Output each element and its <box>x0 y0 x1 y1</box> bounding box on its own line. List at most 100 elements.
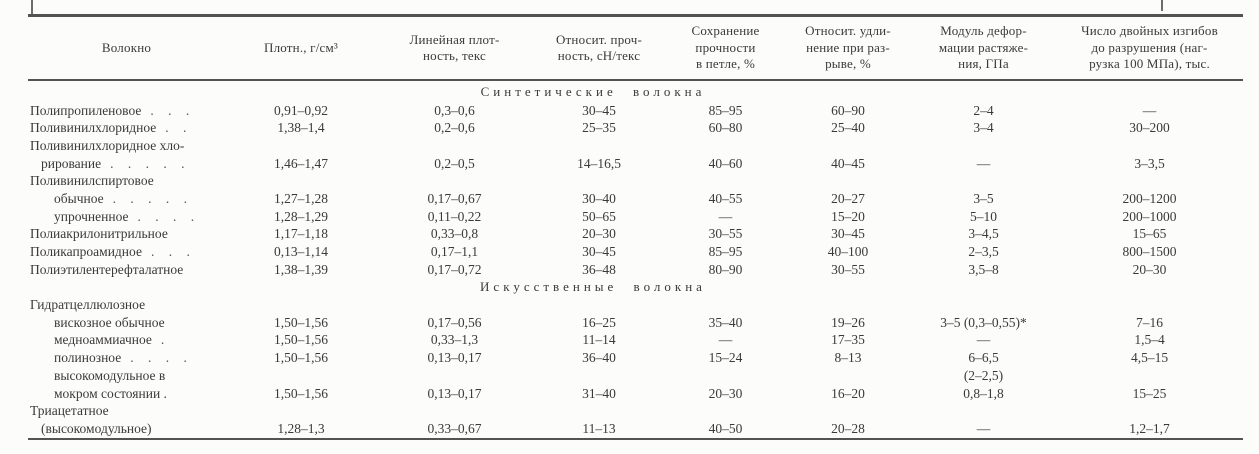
table-row: Поливинилхлоридное . . 1,38–1,4 0,2–0,6 25–3… <box>28 119 1243 137</box>
dot-leader: . . . . . <box>112 190 188 206</box>
value-cell: 11–14 <box>582 332 616 348</box>
value-cell: 36–48 <box>582 261 616 277</box>
dot-leader: . . . . . <box>110 155 186 171</box>
dot-leader: . . . <box>150 102 191 118</box>
value-cell: 20–27 <box>831 190 865 206</box>
value-cell: 30–45 <box>582 102 616 118</box>
dot-leader: . . <box>165 120 188 136</box>
table-row: Гидратцеллюлозное <box>28 296 1243 314</box>
value-cell: 8–13 <box>834 350 862 366</box>
fiber-name-label: упрочненное <box>54 208 129 224</box>
value-cell: 11–13 <box>582 420 616 436</box>
table-row: Полиакрилонитрильное 1,17–1,18 0,33–0,8 20–… <box>28 226 1243 244</box>
value-cell: 1,50–1,56 <box>274 385 328 401</box>
value-cell: 1,28–1,29 <box>274 208 328 224</box>
fiber-name-cell: упрочненное . . . . <box>28 209 225 225</box>
fiber-name-label: Поливинилспиртовое <box>30 173 154 189</box>
value-cell: 20–28 <box>831 420 865 436</box>
value-cell: 0,17–0,56 <box>427 314 482 330</box>
value-cell: 40–100 <box>827 244 869 260</box>
fiber-name-label: Полипропиленовое <box>30 102 142 118</box>
value-cell: 25–35 <box>582 120 616 136</box>
value-cell: 85–95 <box>708 102 743 118</box>
value-cell: 1,50–1,56 <box>274 314 328 330</box>
value-cell: 60–80 <box>708 120 743 136</box>
value-cell: 14–16,5 <box>577 155 621 171</box>
value-cell: 30–55 <box>708 226 743 242</box>
fiber-name-cell: Поливинилхлоридное . . <box>28 120 225 136</box>
fiber-name-label: Поливинилхлоридное хло- <box>30 137 185 153</box>
value-cell: — <box>976 332 991 348</box>
fiber-name-label: высокомодульное в <box>54 367 166 383</box>
fiber-name-cell: Полипропиленовое . . . <box>28 103 225 119</box>
value-cell: 30–45 <box>831 226 865 242</box>
table-top-rule <box>28 14 1243 17</box>
column-header-density: Плотн., г/см³ <box>263 39 339 55</box>
value-cell: 0,33–0,67 <box>427 420 482 436</box>
value-cell: 30–200 <box>1129 120 1170 136</box>
fiber-name-label: полинозное <box>54 350 122 366</box>
value-cell: 40–45 <box>831 155 865 171</box>
table-row: Поликапроамидное . . . 0,13–1,14 0,17–1,1 30… <box>28 243 1243 261</box>
fiber-name-cell: Гидратцеллюлозное <box>28 297 225 313</box>
value-cell: (2–2,5) <box>963 367 1004 383</box>
value-cell: — <box>1142 102 1157 118</box>
fiber-name-cell: Полиакрилонитрильное <box>28 226 225 242</box>
value-cell: 30–40 <box>582 190 616 206</box>
fiber-name-cell: Полиэтилентерефталатное <box>28 262 225 278</box>
value-cell: 0,91–0,92 <box>274 102 328 118</box>
value-cell: 40–50 <box>708 420 743 436</box>
fiber-name-label: вискозное обычное <box>54 314 165 330</box>
value-cell: 0,33–1,3 <box>430 332 479 348</box>
value-cell: 3–4 <box>973 120 994 136</box>
value-cell: 20–30 <box>582 226 616 242</box>
fiber-name-cell: Поливинилхлоридное хло- <box>28 138 225 154</box>
value-cell: 0,3–0,6 <box>434 102 475 118</box>
table-row: высокомодульное в (2–2,5) <box>28 367 1243 385</box>
value-cell: 1,50–1,56 <box>274 350 328 366</box>
page-edge-mark-left <box>31 0 33 14</box>
section-heading: Искусственные волокна <box>28 279 1243 297</box>
fiber-name-label: мокром состоянии . <box>54 385 167 401</box>
column-header-elongation-at-break: Относит. удли- нение при раз- рыве, % <box>805 23 891 72</box>
value-cell: 20–30 <box>1132 261 1167 277</box>
fiber-name-label: обычное <box>54 190 104 206</box>
value-cell: — <box>976 155 991 171</box>
table-row: обычное . . . . . 1,27–1,28 0,17–0,67 30–40 4… <box>28 190 1243 208</box>
value-cell: 3–5 <box>973 190 994 206</box>
fiber-name-label: Триацетатное <box>30 403 109 419</box>
value-cell: 19–26 <box>831 314 865 330</box>
table-row: мокром состоянии . 1,50–1,56 0,13–0,17 31–4… <box>28 385 1243 403</box>
column-header-tenacity: Относит. проч- ность, сН/текс <box>555 31 643 64</box>
table-row: упрочненное . . . . 1,28–1,29 0,11–0,22 50–6… <box>28 208 1243 226</box>
value-cell: — <box>718 208 733 224</box>
value-cell: 15–20 <box>831 208 865 224</box>
dot-leader: . . . . <box>137 208 196 224</box>
value-cell: 30–55 <box>831 261 865 277</box>
value-cell: 1,27–1,28 <box>274 190 328 206</box>
table-row: Поливинилхлоридное хло- <box>28 137 1243 155</box>
value-cell: 85–95 <box>708 244 743 260</box>
value-cell: 30–45 <box>582 244 616 260</box>
value-cell: 3–4,5 <box>968 226 999 242</box>
fiber-name-label: рирование <box>41 155 102 171</box>
value-cell: — <box>976 420 991 436</box>
value-cell: 1,2–1,7 <box>1129 420 1170 436</box>
table-row: Полиэтилентерефталатное 1,38–1,39 0,17–0,7… <box>28 261 1243 279</box>
column-header-loop-strength-retention: Сохранение прочности в петле, % <box>691 23 760 72</box>
value-cell: 20–30 <box>708 385 743 401</box>
value-cell: 4,5–15 <box>1130 350 1169 366</box>
column-header-fiber: Волокно <box>101 39 152 55</box>
column-header-double-bends: Число двойных изгибов до разрушения (наг… <box>1081 23 1218 72</box>
table-row: Поливинилспиртовое <box>28 172 1243 190</box>
dot-leader: . . . <box>150 244 191 260</box>
fiber-name-label: Гидратцеллюлозное <box>30 297 146 313</box>
fiber-name-cell: медноаммиачное. <box>28 332 225 348</box>
value-cell: 0,2–0,5 <box>434 155 475 171</box>
fiber-name-cell: высокомодульное в <box>28 368 225 384</box>
value-cell: 0,8–1,8 <box>963 385 1004 401</box>
value-cell: 5–10 <box>970 208 997 224</box>
fiber-name-cell: Поликапроамидное . . . <box>28 244 225 260</box>
value-cell: 31–40 <box>582 385 616 401</box>
